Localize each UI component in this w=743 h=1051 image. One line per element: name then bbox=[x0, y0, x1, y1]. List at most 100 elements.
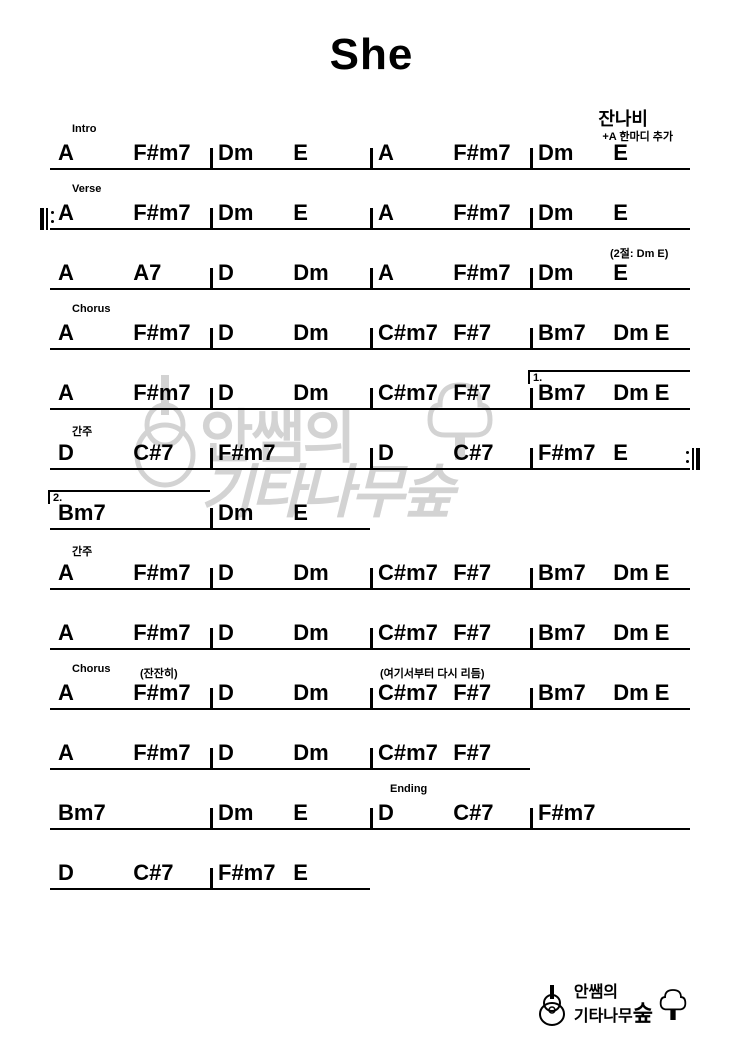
chord-note: (여기서부터 다시 리듬) bbox=[380, 665, 485, 681]
chord-bar: DDm bbox=[210, 740, 370, 770]
chord: A bbox=[58, 200, 74, 226]
chord: Dm E bbox=[613, 380, 669, 406]
chord: Bm7 bbox=[538, 320, 586, 346]
chord-bar: Bm7Dm E bbox=[530, 620, 690, 650]
chord: F#m7 bbox=[218, 860, 275, 886]
chord: C#7 bbox=[453, 800, 493, 826]
chord: Dm E bbox=[613, 560, 669, 586]
chord: C#m7 bbox=[378, 560, 438, 586]
chord: A bbox=[58, 620, 74, 646]
chord: F#m7 bbox=[133, 380, 190, 406]
chord-bar: A F#m7 bbox=[50, 560, 210, 590]
chord-bar: DmE bbox=[530, 140, 690, 170]
chord: D bbox=[378, 800, 394, 826]
chord: Dm bbox=[218, 500, 253, 526]
chord-bar: AF#m7 bbox=[370, 200, 530, 230]
chord-line: (2절: Dm E)AA7DDmAF#m7DmE bbox=[50, 260, 693, 300]
chord: F#7 bbox=[453, 620, 491, 646]
chord-line: EndingBm7DmEDC#7F#m7 bbox=[50, 800, 693, 840]
chord: C#7 bbox=[453, 440, 493, 466]
chord: A bbox=[378, 260, 394, 286]
chord-bar: C#m7 F#7 bbox=[370, 620, 530, 650]
chord-bar: AF#m7 bbox=[50, 200, 210, 230]
chord: F#7 bbox=[453, 320, 491, 346]
chord: F#m7 bbox=[538, 440, 595, 466]
chord-bar: DDm bbox=[210, 320, 370, 350]
chord: Dm bbox=[218, 140, 253, 166]
section-label: Intro bbox=[72, 123, 96, 135]
chord: F#m7 bbox=[453, 260, 510, 286]
chord: Bm7 bbox=[538, 380, 586, 406]
chord: E bbox=[613, 200, 628, 226]
chord-bar: D Dm bbox=[210, 260, 370, 290]
chord: E bbox=[613, 440, 628, 466]
chord-bar: F#m7 bbox=[210, 440, 370, 470]
chord-bar: F#m7 E bbox=[530, 440, 690, 470]
chord: C#m7 bbox=[378, 320, 438, 346]
chord-line: ChorusAF#m7DDmC#m7F#7Bm7Dm E bbox=[50, 320, 693, 360]
chord: D bbox=[218, 740, 234, 766]
chord: F#m7 bbox=[133, 680, 190, 706]
chord: E bbox=[293, 860, 308, 886]
chord: D bbox=[218, 680, 234, 706]
chord-bar: C#m7 F#7 bbox=[370, 320, 530, 350]
chord-bar: DmE bbox=[530, 260, 690, 290]
chord: C#m7 bbox=[378, 740, 438, 766]
section-label: 간주 bbox=[72, 423, 92, 439]
chord: F#m7 bbox=[133, 320, 190, 346]
section-label: Verse bbox=[72, 183, 101, 195]
repeat-end-icon bbox=[692, 448, 700, 470]
footer-logo: 안쌤의 기타나무숲 bbox=[535, 984, 688, 1026]
chord-line: IntroAF#m7DmEAF#m7DmE bbox=[50, 140, 693, 180]
chord-bar: DDm bbox=[210, 620, 370, 650]
chord: F#m7 bbox=[218, 440, 275, 466]
chord: F#m7 bbox=[453, 140, 510, 166]
chord: C#m7 bbox=[378, 380, 438, 406]
chord: A bbox=[378, 200, 394, 226]
chord-bar: AF#m7 bbox=[50, 320, 210, 350]
chord-bar: C#m7F#7 bbox=[370, 380, 530, 410]
chord-sheet: IntroAF#m7DmEAF#m7DmEVerseAF#m7DmEAF#m7D… bbox=[50, 140, 693, 900]
chord-line: 2.Bm7DmE bbox=[50, 500, 693, 540]
chord: F#7 bbox=[453, 740, 491, 766]
chord: Bm7 bbox=[58, 500, 106, 526]
chord: F#m7 bbox=[133, 560, 190, 586]
chord: D bbox=[218, 380, 234, 406]
chord-note: (잔잔히) bbox=[140, 665, 178, 681]
chord: F#7 bbox=[453, 560, 491, 586]
chord-bar: Bm7Dm E bbox=[530, 320, 690, 350]
chord-bar: AF#m7 bbox=[50, 620, 210, 650]
chord: Dm E bbox=[613, 680, 669, 706]
chord: E bbox=[613, 260, 628, 286]
chord-bar: DmE bbox=[530, 200, 690, 230]
section-label: Chorus bbox=[72, 303, 111, 315]
chord-line: AF#m7DDm C#m7 F#7 Bm7Dm E bbox=[50, 620, 693, 660]
chord: Dm bbox=[293, 320, 328, 346]
chord-bar: AF#m7 bbox=[50, 680, 210, 710]
logo-line1: 안쌤의 bbox=[574, 984, 653, 1002]
chord-bar: D Dm bbox=[210, 380, 370, 410]
chord: Dm bbox=[293, 380, 328, 406]
chord: D bbox=[218, 260, 234, 286]
chord: F#m7 bbox=[538, 800, 595, 826]
chord-bar: C#m7F#7 bbox=[370, 680, 530, 710]
chord: E bbox=[293, 500, 308, 526]
chord: D bbox=[58, 440, 74, 466]
chord: A bbox=[58, 560, 74, 586]
chord: Dm bbox=[218, 200, 253, 226]
chord: Dm bbox=[293, 260, 328, 286]
chord: C#m7 bbox=[378, 620, 438, 646]
song-title: She bbox=[50, 30, 693, 80]
chord: Bm7 bbox=[538, 620, 586, 646]
chord-bar: Bm7 bbox=[50, 800, 210, 830]
chord: A7 bbox=[133, 260, 161, 286]
chord-bar: D C#7 bbox=[370, 800, 530, 830]
chord: E bbox=[293, 200, 308, 226]
chord-line: VerseAF#m7DmEAF#m7DmE bbox=[50, 200, 693, 240]
logo-line2: 기타나무숲 bbox=[574, 1002, 653, 1026]
section-label: Chorus bbox=[72, 663, 111, 675]
chord-bar: Dm E bbox=[210, 200, 370, 230]
chord: A bbox=[58, 140, 74, 166]
chord-bar: F#m7 E bbox=[210, 860, 370, 890]
tree-icon bbox=[658, 984, 688, 1026]
